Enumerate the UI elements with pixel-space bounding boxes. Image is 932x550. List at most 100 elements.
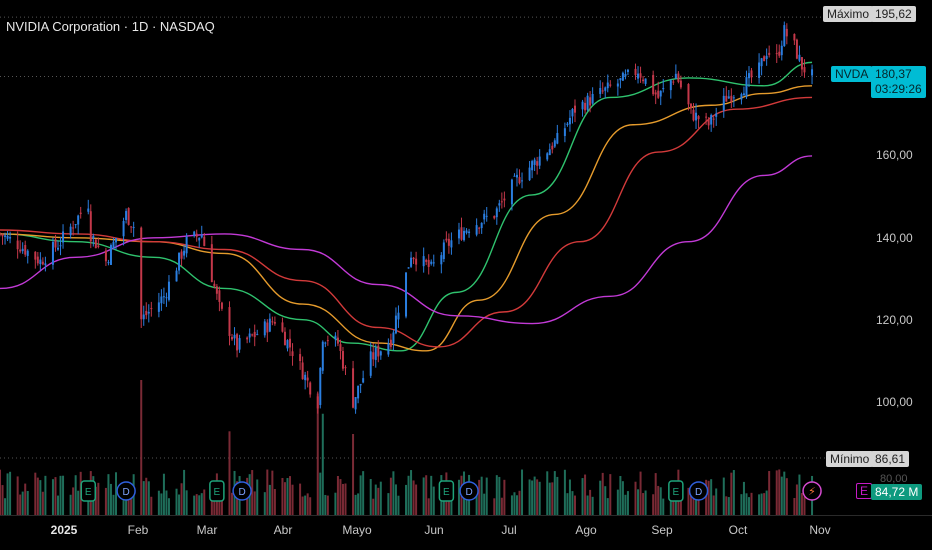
candle-body xyxy=(556,132,559,144)
flash-marker-icon[interactable]: ⚡ xyxy=(802,481,822,501)
volume-bar xyxy=(115,472,118,515)
candle-body xyxy=(626,69,629,72)
volume-bar xyxy=(16,476,19,515)
candle-body xyxy=(573,105,576,113)
candle xyxy=(357,385,360,404)
candle-body xyxy=(389,339,392,347)
volume-bar xyxy=(747,497,750,515)
candle-body xyxy=(785,28,788,37)
candle-body xyxy=(326,340,329,342)
volume-bar xyxy=(551,482,554,515)
earnings-marker-icon[interactable]: E xyxy=(438,480,455,502)
volume-bar xyxy=(715,488,718,515)
volume-bar xyxy=(581,478,584,515)
volume-bar xyxy=(59,475,62,515)
y-tick-140: 140,00 xyxy=(876,231,913,245)
volume-bar xyxy=(251,470,254,515)
candle-body xyxy=(231,337,234,340)
candle xyxy=(374,344,377,368)
volume-bar xyxy=(566,493,569,515)
candle-body xyxy=(538,156,541,166)
candle-body xyxy=(354,396,357,410)
candlesticks xyxy=(0,21,814,414)
candle xyxy=(379,350,382,360)
volume-e-icon[interactable]: E xyxy=(856,483,873,499)
candle-body xyxy=(248,333,251,338)
candle xyxy=(568,110,571,132)
volume-bar xyxy=(203,489,206,515)
candle-body xyxy=(450,240,453,248)
volume-bar xyxy=(178,494,181,515)
candle-body xyxy=(24,245,27,255)
candle-body xyxy=(515,174,518,178)
candle-body xyxy=(503,198,506,201)
candle xyxy=(405,272,408,319)
candle xyxy=(299,348,302,370)
candle xyxy=(745,70,748,99)
dividend-marker-icon[interactable]: D xyxy=(232,481,252,501)
moving-averages xyxy=(0,61,813,352)
candle-body xyxy=(768,52,771,55)
candle-body xyxy=(203,236,206,246)
dividend-marker-icon[interactable]: D xyxy=(688,481,709,501)
candle xyxy=(606,74,609,93)
volume-bar xyxy=(498,476,501,515)
volume-bar xyxy=(415,484,418,515)
candle xyxy=(387,338,390,357)
volume-bar xyxy=(306,493,309,515)
dotted-guide-lines xyxy=(0,16,865,459)
candle-body xyxy=(687,84,690,105)
candle-body xyxy=(130,226,133,228)
candle-body xyxy=(715,113,718,117)
candle xyxy=(503,191,506,208)
candle xyxy=(798,45,801,63)
candle xyxy=(9,231,12,244)
volume-bar xyxy=(304,495,307,515)
candle xyxy=(41,257,44,266)
candle xyxy=(218,286,221,312)
candle xyxy=(145,302,148,320)
dividend-marker-icon[interactable]: D xyxy=(459,481,479,501)
candle-body xyxy=(220,302,223,309)
candle-body xyxy=(228,307,231,336)
candle-body xyxy=(180,251,183,259)
candle xyxy=(584,97,587,114)
countdown-value: 03:29:26 xyxy=(875,82,922,96)
candle-body xyxy=(601,90,604,92)
volume-bar xyxy=(263,492,266,515)
volume-bar xyxy=(457,479,460,515)
candle xyxy=(236,332,239,358)
candle xyxy=(344,365,347,376)
volume-bar xyxy=(432,486,435,515)
volume-bar xyxy=(475,488,478,515)
candle-body xyxy=(722,95,725,111)
earnings-marker-icon[interactable]: E xyxy=(668,480,684,502)
candle xyxy=(256,329,259,336)
volume-bar xyxy=(339,479,342,515)
dividend-marker-icon[interactable]: D xyxy=(116,481,136,501)
candle xyxy=(34,251,37,269)
volume-bar xyxy=(36,477,39,515)
candle-body xyxy=(218,290,221,302)
candle xyxy=(24,240,27,257)
candle-body xyxy=(604,87,607,91)
ma-red-line xyxy=(0,96,813,348)
volume-bar xyxy=(72,487,75,515)
candle xyxy=(233,327,236,346)
volume-bar xyxy=(51,479,54,515)
volume-bar xyxy=(758,494,761,515)
earnings-marker-icon[interactable]: E xyxy=(209,480,225,502)
earnings-marker-icon[interactable]: E xyxy=(80,480,97,502)
candle xyxy=(306,370,309,388)
candle xyxy=(803,59,806,78)
volume-bar xyxy=(750,492,753,515)
volume-bar xyxy=(109,483,112,515)
event-markers[interactable]: E D E D E D E D ⚡ xyxy=(80,480,822,502)
candle xyxy=(460,217,463,241)
candle xyxy=(77,214,80,235)
volume-bar xyxy=(619,476,622,515)
candle xyxy=(725,86,728,102)
candle xyxy=(689,103,692,114)
candle xyxy=(130,226,133,233)
